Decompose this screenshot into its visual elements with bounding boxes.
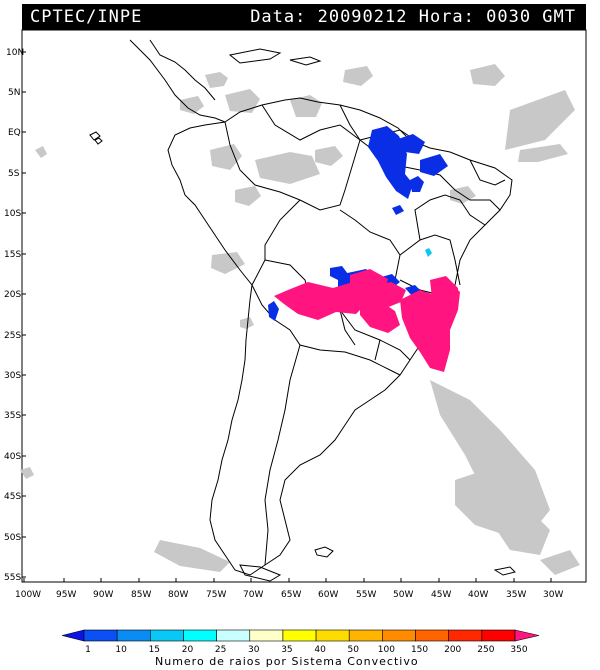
lon-label: 30W — [543, 590, 563, 600]
lat-label: 45S — [4, 492, 21, 502]
lat-label: 10N — [6, 48, 24, 58]
colorbar-tick-label: 250 — [477, 645, 494, 655]
colorbar-tick-label: 50 — [348, 645, 360, 655]
latitude-axis: 10N 5N EQ 5S 10S 15S 20S 25S 30S 35S 40S… — [4, 48, 24, 583]
colorbar-tick-label: 100 — [378, 645, 395, 655]
source-label: CPTEC/INPE — [30, 7, 143, 27]
lon-label: 70W — [243, 590, 263, 600]
lat-label: 50S — [4, 533, 21, 543]
lon-label: 35W — [506, 590, 526, 600]
longitude-axis: 100W 95W 90W 85W 80W 75W 70W 65W 60W 55W… — [15, 590, 563, 600]
colorbar-tick-label: 1 — [85, 645, 91, 655]
lightning-clusters-cyan — [425, 248, 432, 257]
colorbar-swatch — [481, 629, 516, 642]
colorbar-swatch — [216, 629, 251, 642]
lat-label: 25S — [4, 331, 21, 341]
colorbar-tick-label: 30 — [248, 645, 260, 655]
colorbar-labels: 1 10 15 20 25 30 35 40 50 100 150 200 250 350 — [85, 645, 528, 655]
colorbar-swatches — [61, 629, 540, 642]
colorbar-swatch — [315, 629, 350, 642]
lat-label: 40S — [4, 452, 21, 462]
lon-label: 85W — [131, 590, 151, 600]
colorbar-title: Numero de raios por Sistema Convectivo — [155, 655, 419, 668]
lat-label: 55S — [4, 573, 21, 583]
lon-label: 40W — [468, 590, 488, 600]
colorbar-arrow-left — [61, 629, 85, 642]
lat-label: 10S — [4, 209, 21, 219]
lon-label: 75W — [206, 590, 226, 600]
colorbar-arrow-right — [514, 629, 540, 642]
lat-label: 5S — [8, 169, 20, 179]
colorbar-swatch — [83, 629, 118, 642]
lon-label: 50W — [393, 590, 413, 600]
colorbar-tick-label: 35 — [281, 645, 292, 655]
lon-label: 80W — [168, 590, 188, 600]
colorbar-tick-label: 25 — [215, 645, 226, 655]
lon-label: 90W — [93, 590, 113, 600]
colorbar-swatch — [382, 629, 416, 642]
colorbar-swatch — [150, 629, 184, 642]
colorbar-swatch — [448, 629, 483, 642]
lon-label: 60W — [318, 590, 338, 600]
lat-label: 20S — [4, 290, 21, 300]
colorbar-swatch — [282, 629, 317, 642]
colorbar-swatch — [348, 629, 383, 642]
lat-label: 35S — [4, 411, 21, 421]
datetime-label: Data: 20090212 Hora: 0030 GMT — [250, 7, 576, 27]
lightning-clusters-high — [274, 269, 460, 372]
colorbar-tick-label: 40 — [314, 645, 326, 655]
colorbar-tick-label: 20 — [182, 645, 194, 655]
lon-label: 65W — [281, 590, 301, 600]
lat-label: EQ — [8, 128, 21, 138]
lat-label: 15S — [4, 250, 21, 260]
colorbar-swatch — [183, 629, 217, 642]
cloud-cover-layer — [20, 64, 580, 575]
lon-label: 45W — [431, 590, 451, 600]
colorbar-swatch — [116, 629, 151, 642]
lon-label: 100W — [15, 590, 41, 600]
map-header: CPTEC/INPE Data: 20090212 Hora: 0030 GMT — [22, 4, 586, 30]
lightning-map: 10N 5N EQ 5S 10S 15S 20S 25S 30S 35S 40S… — [4, 29, 587, 600]
colorbar-swatch — [249, 629, 284, 642]
longitude-ticks — [23, 578, 552, 582]
lon-label: 55W — [356, 590, 376, 600]
colorbar-tick-label: 15 — [149, 645, 160, 655]
colorbar-tick-label: 200 — [444, 645, 461, 655]
colorbar-tick-label: 10 — [115, 645, 127, 655]
latitude-ticks — [22, 51, 26, 578]
colorbar-tick-label: 150 — [411, 645, 428, 655]
colorbar-swatch — [415, 629, 449, 642]
lat-label: 30S — [4, 371, 21, 381]
lat-label: 5N — [8, 88, 20, 98]
lon-label: 95W — [56, 590, 76, 600]
colorbar-tick-label: 350 — [510, 645, 527, 655]
country-borders — [89, 39, 516, 582]
